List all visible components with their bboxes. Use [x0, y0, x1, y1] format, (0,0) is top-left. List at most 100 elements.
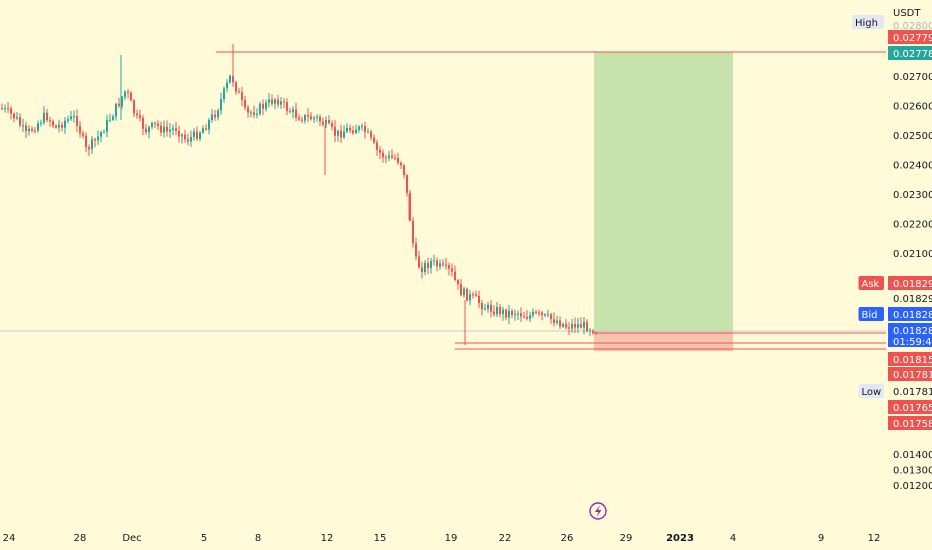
candle-body [145, 128, 147, 133]
candle-body [115, 103, 117, 117]
candle-body [121, 97, 123, 106]
candle-body [538, 312, 540, 314]
y-tick-label: 0.02400 [893, 161, 932, 172]
price-axis[interactable]: USDT 0.02800 0.02700 0.02600 0.02500 0.0240… [893, 8, 932, 492]
candle-body [136, 113, 138, 116]
bid-price-label[interactable]: Bid 0.01828 [858, 307, 932, 321]
candle-body [166, 126, 168, 132]
price-value-text: 0.01765 [893, 403, 932, 414]
countdown-text: 01:59:40 [893, 337, 932, 348]
candle-body [310, 116, 312, 120]
time-axis[interactable]: 24 28 Dec 5 8 12 15 19 22 26 29 2023 4 9 12 [3, 533, 881, 544]
candle-body [562, 324, 564, 327]
candle-body [373, 137, 375, 143]
candle-body [382, 152, 384, 158]
candle-body [256, 113, 258, 115]
candle-body [520, 313, 522, 317]
candle-body [52, 121, 54, 126]
candle-body [199, 132, 201, 139]
stop-zone[interactable] [594, 332, 733, 351]
y-tick-label: 0.01200 [893, 481, 932, 492]
x-tick-label: 28 [74, 533, 87, 544]
candle-body [586, 321, 588, 332]
candle-body [478, 295, 480, 304]
candle-body [4, 108, 6, 110]
candle-body [370, 131, 372, 138]
candle-body [61, 124, 63, 128]
candle-body [130, 92, 132, 101]
candle-body [559, 320, 561, 327]
candle-body [421, 267, 423, 273]
candle-body [487, 304, 489, 309]
lightning-icon[interactable] [589, 502, 607, 520]
candle-body [79, 125, 81, 134]
candle-body [325, 120, 327, 125]
candle-body [568, 327, 570, 329]
candle-body [109, 119, 111, 121]
candle-body [376, 142, 378, 150]
candle-body [223, 88, 225, 100]
candle-body [94, 139, 96, 141]
candle-body [445, 264, 447, 266]
x-tick-label: 12 [321, 533, 334, 544]
candle-body [388, 155, 390, 158]
candle-body [73, 116, 75, 118]
candle-body [133, 100, 135, 114]
candle-body [148, 127, 150, 133]
high-price-label[interactable]: High 0.02779 [852, 15, 932, 44]
candle-body [259, 103, 261, 114]
stop-price-label-1[interactable]: 0.01815 [888, 352, 932, 366]
candle-body [67, 119, 69, 121]
candle-body [427, 262, 429, 268]
x-tick-label: 12 [868, 533, 881, 544]
candle-body [235, 82, 237, 92]
candle-body [19, 117, 21, 126]
stop-price-label-2[interactable]: 0.01781 [888, 367, 932, 381]
candle-body [460, 284, 462, 296]
candle-body [505, 309, 507, 318]
target-price-label[interactable]: 0.02778 [888, 46, 932, 60]
ask-price-label[interactable]: Ask 0.01829 [858, 276, 932, 290]
candle-body [475, 294, 477, 296]
candle-body [571, 323, 573, 329]
candle-body [295, 109, 297, 118]
candle-body [454, 271, 456, 280]
candle-body [583, 321, 585, 328]
price-value-text: 0.01758 [893, 419, 932, 430]
candle-body [13, 113, 15, 119]
candle-body [595, 332, 597, 334]
target-zone[interactable] [594, 52, 733, 332]
candle-body [175, 128, 177, 131]
low-price-label[interactable]: Low 0.01781 [858, 384, 932, 398]
candle-body [193, 131, 195, 137]
candle-body [253, 112, 255, 115]
last-price-text[interactable]: 0.01829 [893, 294, 932, 305]
candle-body [22, 125, 24, 127]
price-tag-text: Ask [862, 279, 880, 290]
candle-body [40, 122, 42, 124]
candle-body [85, 135, 87, 148]
price-value-text: 0.01781 [893, 370, 932, 381]
candle-body [535, 311, 537, 313]
candle-body [502, 309, 504, 315]
candle-body [289, 111, 291, 113]
candle-body [406, 175, 408, 193]
candle-body [358, 126, 360, 130]
candle-body [397, 157, 399, 163]
candle-body [244, 99, 246, 108]
y-tick-top-partial: 0.02800 [893, 21, 932, 32]
candle-body [292, 109, 294, 112]
x-tick-label: 9 [818, 533, 824, 544]
candle-body [304, 115, 306, 121]
candle-body [139, 115, 141, 118]
candle-body [10, 108, 12, 114]
candle-body [556, 320, 558, 324]
lower-price-label-2[interactable]: 0.01758 [888, 416, 932, 430]
candle-body [565, 324, 567, 328]
x-tick-label: 5 [201, 533, 207, 544]
currency-label: USDT [893, 8, 921, 19]
lower-price-label-1[interactable]: 0.01765 [888, 400, 932, 414]
price-value-text: 0.01829 [893, 294, 932, 305]
